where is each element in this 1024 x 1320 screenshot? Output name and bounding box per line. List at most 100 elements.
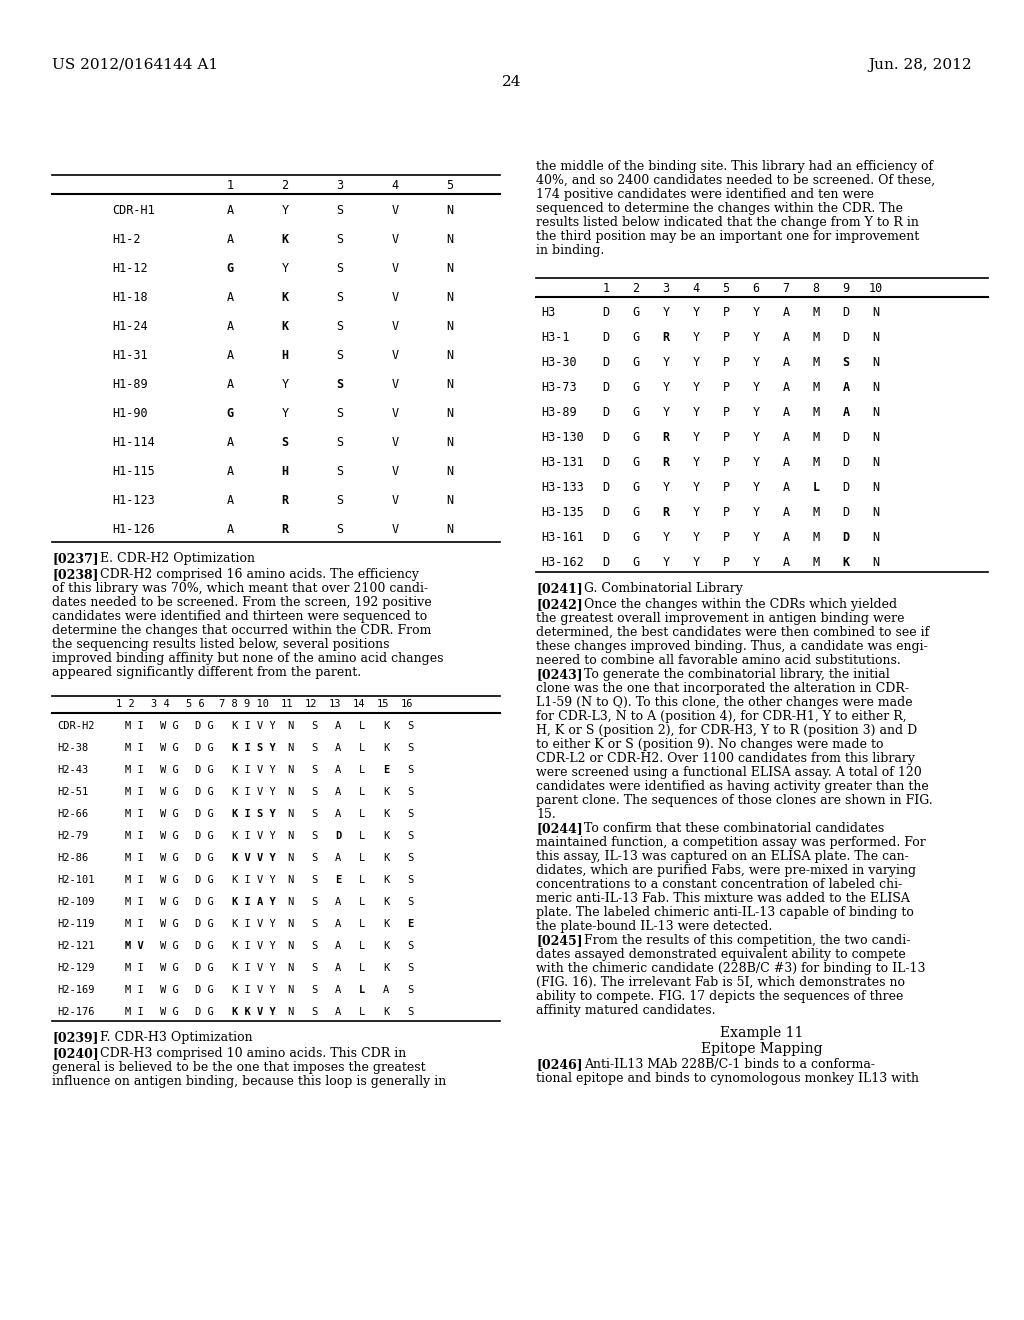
Text: N: N xyxy=(446,436,454,449)
Text: Y: Y xyxy=(282,407,289,420)
Text: 7 8 9 10: 7 8 9 10 xyxy=(219,700,269,709)
Text: K I V Y: K I V Y xyxy=(232,941,275,950)
Text: [0242]: [0242] xyxy=(536,598,583,611)
Text: candidates were identified as having activity greater than the: candidates were identified as having act… xyxy=(536,780,929,793)
Text: M I: M I xyxy=(125,853,143,863)
Text: determined, the best candidates were then combined to see if: determined, the best candidates were the… xyxy=(536,626,929,639)
Text: M: M xyxy=(812,407,819,418)
Text: L: L xyxy=(359,743,366,752)
Text: H2-109: H2-109 xyxy=(57,898,94,907)
Text: V: V xyxy=(391,378,398,391)
Text: dates assayed demonstrated equivalent ability to compete: dates assayed demonstrated equivalent ab… xyxy=(536,948,906,961)
Text: A: A xyxy=(226,494,233,507)
Text: V: V xyxy=(391,261,398,275)
Text: 15: 15 xyxy=(377,700,389,709)
Text: P: P xyxy=(723,407,729,418)
Text: appeared significantly different from the parent.: appeared significantly different from th… xyxy=(52,667,361,678)
Text: N: N xyxy=(287,898,293,907)
Text: R: R xyxy=(663,331,670,345)
Text: A: A xyxy=(782,356,790,370)
Text: H2-119: H2-119 xyxy=(57,919,94,929)
Text: S: S xyxy=(407,809,414,818)
Text: the middle of the binding site. This library had an efficiency of: the middle of the binding site. This lib… xyxy=(536,160,933,173)
Text: A: A xyxy=(335,1007,341,1016)
Text: A: A xyxy=(226,523,233,536)
Text: K I V Y: K I V Y xyxy=(232,832,275,841)
Text: [0240]: [0240] xyxy=(52,1047,98,1060)
Text: D: D xyxy=(843,455,850,469)
Text: L: L xyxy=(359,787,366,797)
Text: R: R xyxy=(663,455,670,469)
Text: D: D xyxy=(602,432,609,444)
Text: S: S xyxy=(337,494,344,507)
Text: K: K xyxy=(383,941,389,950)
Text: maintained function, a competition assay was performed. For: maintained function, a competition assay… xyxy=(536,836,926,849)
Text: H1-123: H1-123 xyxy=(112,494,155,507)
Text: CDR-L2 or CDR-H2. Over 1100 candidates from this library: CDR-L2 or CDR-H2. Over 1100 candidates f… xyxy=(536,752,915,766)
Text: S: S xyxy=(337,290,344,304)
Text: N: N xyxy=(446,319,454,333)
Text: K I V Y: K I V Y xyxy=(232,985,275,995)
Text: [0238]: [0238] xyxy=(52,568,98,581)
Text: A: A xyxy=(383,985,389,995)
Text: G: G xyxy=(226,407,233,420)
Text: Y: Y xyxy=(692,556,699,569)
Text: M: M xyxy=(812,306,819,319)
Text: G: G xyxy=(633,480,640,494)
Text: 3 4: 3 4 xyxy=(151,700,169,709)
Text: 5: 5 xyxy=(446,180,454,191)
Text: K: K xyxy=(383,743,389,752)
Text: M I: M I xyxy=(125,766,143,775)
Text: 2: 2 xyxy=(282,180,289,191)
Text: L: L xyxy=(359,964,366,973)
Text: S: S xyxy=(337,205,344,216)
Text: D: D xyxy=(843,480,850,494)
Text: K: K xyxy=(282,234,289,246)
Text: Y: Y xyxy=(663,480,670,494)
Text: L: L xyxy=(359,941,366,950)
Text: D G: D G xyxy=(195,941,214,950)
Text: G: G xyxy=(633,556,640,569)
Text: W G: W G xyxy=(160,787,179,797)
Text: D: D xyxy=(843,506,850,519)
Text: Y: Y xyxy=(692,331,699,345)
Text: A: A xyxy=(843,381,850,393)
Text: H2-38: H2-38 xyxy=(57,743,88,752)
Text: H2-43: H2-43 xyxy=(57,766,88,775)
Text: K: K xyxy=(383,809,389,818)
Text: D: D xyxy=(602,556,609,569)
Text: M I: M I xyxy=(125,809,143,818)
Text: 7: 7 xyxy=(782,282,790,294)
Text: the greatest overall improvement in antigen binding were: the greatest overall improvement in anti… xyxy=(536,612,904,624)
Text: R: R xyxy=(282,523,289,536)
Text: A: A xyxy=(226,465,233,478)
Text: W G: W G xyxy=(160,721,179,731)
Text: CDR-H2: CDR-H2 xyxy=(57,721,94,731)
Text: N: N xyxy=(872,381,880,393)
Text: D: D xyxy=(602,356,609,370)
Text: A: A xyxy=(335,985,341,995)
Text: 16: 16 xyxy=(400,700,414,709)
Text: Y: Y xyxy=(663,381,670,393)
Text: Jun. 28, 2012: Jun. 28, 2012 xyxy=(868,58,972,73)
Text: L1-59 (N to Q). To this clone, the other changes were made: L1-59 (N to Q). To this clone, the other… xyxy=(536,696,912,709)
Text: K: K xyxy=(383,898,389,907)
Text: K: K xyxy=(383,853,389,863)
Text: A: A xyxy=(335,941,341,950)
Text: S: S xyxy=(311,721,317,731)
Text: K: K xyxy=(383,1007,389,1016)
Text: N: N xyxy=(872,306,880,319)
Text: D G: D G xyxy=(195,721,214,731)
Text: D: D xyxy=(602,381,609,393)
Text: Y: Y xyxy=(663,356,670,370)
Text: S: S xyxy=(311,875,317,884)
Text: A: A xyxy=(226,378,233,391)
Text: A: A xyxy=(782,531,790,544)
Text: S: S xyxy=(407,766,414,775)
Text: W G: W G xyxy=(160,743,179,752)
Text: V: V xyxy=(391,494,398,507)
Text: V: V xyxy=(391,407,398,420)
Text: 3: 3 xyxy=(663,282,670,294)
Text: G: G xyxy=(633,531,640,544)
Text: S: S xyxy=(311,941,317,950)
